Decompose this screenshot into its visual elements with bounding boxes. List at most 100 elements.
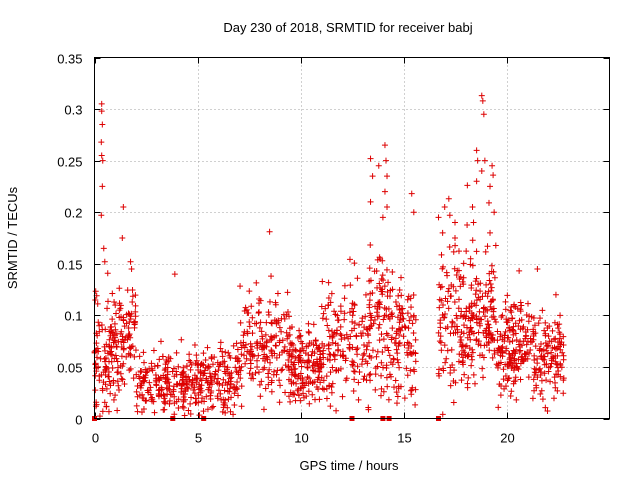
data-point	[128, 310, 135, 317]
data-point	[366, 304, 373, 311]
data-point	[492, 242, 499, 249]
data-point	[485, 199, 492, 206]
data-point	[366, 278, 373, 285]
data-point	[396, 286, 403, 293]
data-point	[443, 269, 450, 276]
data-point	[208, 404, 215, 411]
y-tick-label: 0.35	[57, 52, 82, 67]
data-point	[237, 375, 244, 382]
data-point	[494, 337, 501, 344]
data-point	[442, 311, 449, 318]
data-point	[317, 379, 324, 386]
data-point	[316, 344, 323, 351]
data-point	[299, 375, 306, 382]
data-point	[448, 323, 455, 330]
data-point	[100, 245, 107, 252]
data-point	[121, 381, 128, 388]
data-point	[534, 374, 541, 381]
data-point	[452, 242, 459, 249]
data-point	[288, 359, 295, 366]
y-tick-label: 0.25	[57, 155, 82, 170]
data-point	[114, 378, 121, 385]
data-point	[180, 364, 187, 371]
data-point	[101, 355, 108, 362]
data-point	[387, 287, 394, 294]
data-point	[227, 354, 234, 361]
data-point	[389, 268, 396, 275]
data-point	[301, 359, 308, 366]
data-point	[219, 353, 226, 360]
data-point	[199, 395, 206, 402]
data-point	[255, 309, 262, 316]
data-point	[392, 298, 399, 305]
data-point	[262, 331, 269, 338]
data-point	[281, 343, 288, 350]
data-point	[255, 369, 262, 376]
data-point	[511, 364, 518, 371]
data-point	[538, 387, 545, 394]
data-point	[526, 350, 533, 357]
data-point	[116, 300, 123, 307]
data-point	[215, 367, 222, 374]
data-point	[476, 308, 483, 315]
data-point	[360, 376, 367, 383]
data-point	[370, 320, 377, 327]
data-point	[235, 392, 242, 399]
data-point	[527, 339, 534, 346]
data-point	[251, 353, 258, 360]
data-point	[440, 263, 447, 270]
data-point	[438, 251, 445, 258]
data-point	[488, 284, 495, 291]
data-point	[399, 305, 406, 312]
data-point	[222, 409, 229, 416]
x-tick-label: 10	[294, 431, 308, 446]
data-point	[349, 312, 356, 319]
data-point	[466, 345, 473, 352]
data-point	[355, 379, 362, 386]
data-point	[285, 350, 292, 357]
data-point	[356, 369, 363, 376]
data-point	[507, 393, 514, 400]
data-point	[435, 214, 442, 221]
data-point	[143, 369, 150, 376]
data-point	[516, 267, 523, 274]
data-point	[265, 370, 272, 377]
data-point	[195, 367, 202, 374]
data-point	[231, 402, 238, 409]
data-point	[442, 359, 449, 366]
data-point	[125, 325, 132, 332]
data-point	[395, 340, 402, 347]
data-point	[510, 378, 517, 385]
data-point	[509, 326, 516, 333]
data-point	[131, 353, 138, 360]
data-point	[188, 394, 195, 401]
data-point	[408, 391, 415, 398]
data-point	[367, 155, 374, 162]
chart-title: Day 230 of 2018, SRMTID for receiver bab…	[223, 20, 472, 35]
data-point	[447, 330, 454, 337]
data-point	[204, 365, 211, 372]
data-point	[222, 397, 229, 404]
data-point	[445, 195, 452, 202]
data-point	[284, 309, 291, 316]
data-point	[381, 304, 388, 311]
data-point	[316, 396, 323, 403]
y-tick-labels: 0 0.05 0.1 0.15 0.2 0.25 0.3 0.35	[57, 52, 82, 428]
data-point	[551, 374, 558, 381]
data-point	[497, 331, 504, 338]
data-point	[412, 358, 419, 365]
data-point	[290, 390, 297, 397]
data-point	[99, 408, 106, 415]
data-point	[258, 378, 265, 385]
data-point	[202, 357, 209, 364]
data-point	[271, 350, 278, 357]
data-point	[288, 351, 295, 358]
data-point	[524, 355, 531, 362]
data-point	[312, 337, 319, 344]
data-point	[451, 367, 458, 374]
data-point	[256, 324, 263, 331]
data-point	[329, 333, 336, 340]
data-point	[102, 326, 109, 333]
data-point	[315, 365, 322, 372]
data-point	[215, 387, 222, 394]
